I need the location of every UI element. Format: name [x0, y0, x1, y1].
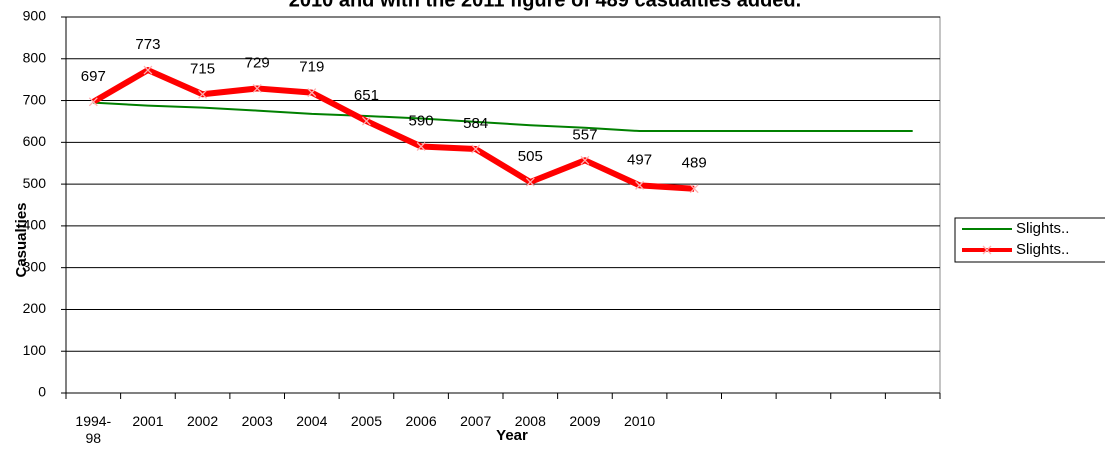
y-tick-label: 800 [23, 49, 47, 65]
point-marker [471, 144, 481, 154]
y-tick-label: 700 [23, 91, 47, 107]
x-tick-label: 2001 [132, 413, 164, 429]
marker-x [143, 65, 153, 75]
point-marker [689, 184, 699, 194]
marker-x [361, 116, 371, 126]
point-marker [252, 83, 262, 93]
marker-x [307, 88, 317, 98]
x-tick-label: 2008 [514, 413, 546, 429]
y-tick-label: 600 [23, 133, 47, 149]
data-label: 719 [299, 59, 324, 76]
x-tick-label: 2002 [186, 413, 219, 429]
x-tick-label: 2007 [460, 413, 492, 429]
series-line [91, 67, 695, 192]
data-label: 651 [354, 87, 379, 104]
x-tick-label: 2010 [623, 413, 656, 429]
marker-x [471, 144, 481, 154]
x-tick-label: 2009 [569, 413, 601, 429]
marker-x [580, 155, 590, 165]
marker-x [198, 89, 208, 99]
point-marker [143, 65, 153, 75]
data-label: 773 [135, 36, 160, 53]
data-label: 505 [518, 148, 543, 165]
point-marker [88, 97, 98, 107]
data-label: 557 [572, 126, 597, 143]
data-label: 489 [682, 155, 707, 172]
y-tick-label: 200 [23, 300, 47, 316]
x-tick-label: 2006 [405, 413, 437, 429]
data-label: 584 [463, 115, 488, 132]
y-tick-label: 0 [38, 384, 46, 400]
data-label: 697 [81, 68, 106, 85]
series-line [93, 101, 913, 133]
marker-x [525, 177, 535, 187]
data-label: 590 [409, 112, 434, 129]
x-axis-title: Year [496, 427, 528, 444]
marker-x [689, 184, 699, 194]
y-tick-label: 300 [23, 258, 47, 274]
marker-x [88, 97, 98, 107]
point-marker [580, 155, 590, 165]
data-label: 497 [627, 151, 652, 168]
x-tick-label: 1994-98 [75, 413, 112, 446]
x-tick-label: 2005 [350, 413, 383, 429]
point-marker [635, 180, 645, 190]
point-marker [361, 116, 371, 126]
x-tick-label: 2003 [241, 413, 273, 429]
point-marker [307, 88, 317, 98]
chart-title: 2010 and with the 2011 figure of 489 cas… [289, 0, 801, 11]
point-marker [525, 177, 535, 187]
legend-box [954, 217, 1105, 263]
y-tick-label: 900 [23, 8, 47, 24]
y-tick-label: 100 [23, 342, 47, 358]
data-label: 715 [190, 60, 215, 77]
point-marker [198, 89, 208, 99]
point-marker [416, 142, 426, 151]
y-tick-label: 400 [23, 217, 47, 233]
legend-label: Slights.. [1016, 241, 1069, 258]
x-tick-label: 2004 [296, 413, 328, 429]
marker-x [635, 180, 645, 190]
y-tick-label: 500 [23, 175, 47, 191]
legend-label: Slights.. [1016, 220, 1069, 237]
marker-x [416, 142, 426, 151]
data-label: 729 [245, 54, 270, 71]
marker-x [252, 83, 262, 93]
y-axis-title: Casualties [13, 202, 30, 277]
legend-marker [982, 245, 992, 255]
